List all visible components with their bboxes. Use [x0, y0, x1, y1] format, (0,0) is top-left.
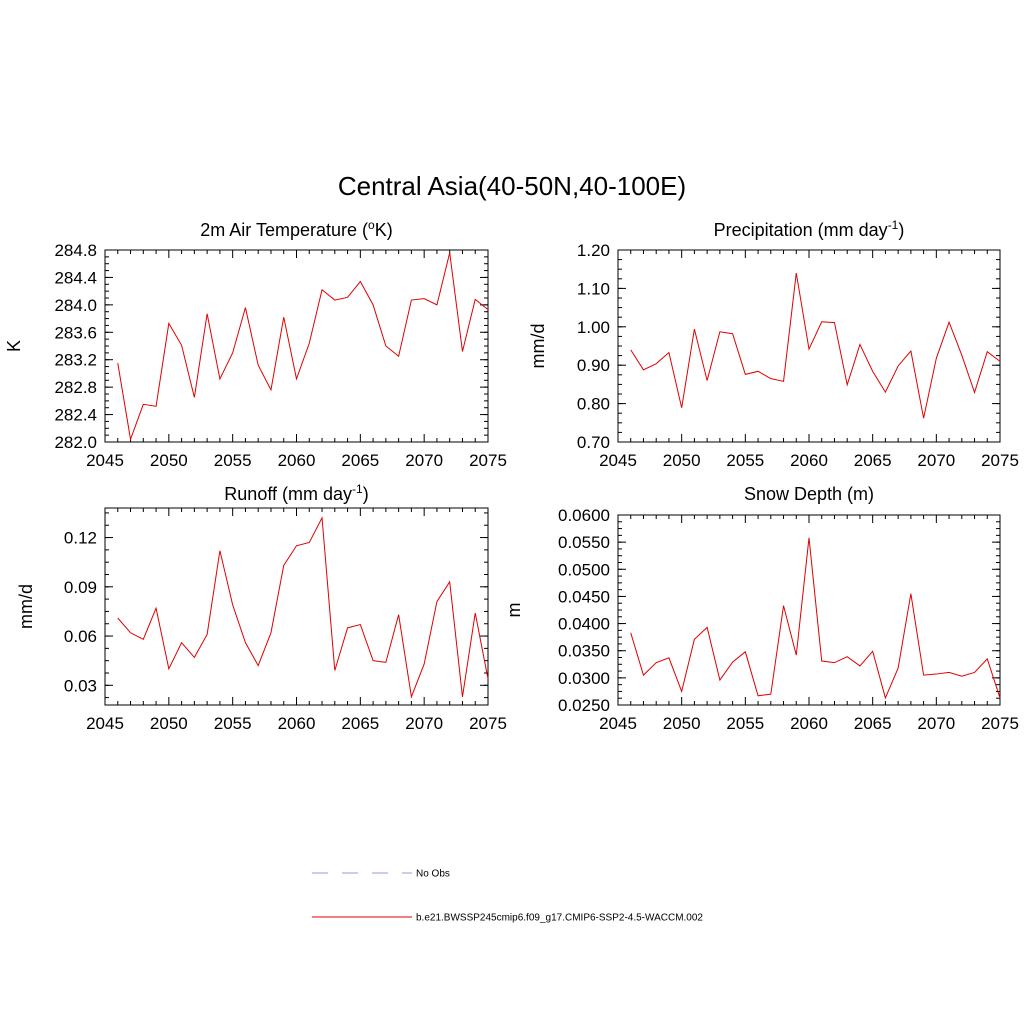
legend-label-no-obs: No Obs	[416, 869, 450, 880]
temperature-ytick-label: 284.0	[54, 296, 97, 315]
snow-depth-plot-frame	[617, 514, 1001, 706]
precipitation-xtick-label: 2055	[726, 451, 764, 470]
runoff-xtick-label: 2055	[214, 714, 252, 733]
snow-depth-ytick-label: 0.0450	[558, 587, 610, 606]
precipitation-ytick-label: 0.70	[577, 433, 610, 452]
snow-depth-ytick-label: 0.0550	[558, 533, 610, 552]
runoff-xtick-label: 2065	[341, 714, 379, 733]
precipitation-xtick-label: 2075	[981, 451, 1019, 470]
snow-depth-xtick-label: 2070	[917, 714, 955, 733]
snow-depth-ytick-label: 0.0350	[558, 642, 610, 661]
runoff-xtick-label: 2050	[150, 714, 188, 733]
temperature-ytick-label: 284.8	[54, 241, 97, 260]
temperature-ytick-label: 282.4	[54, 406, 97, 425]
panel-temperature: 2m Air Temperature (oK) K 2045 2050 2055 2060…	[4, 218, 507, 470]
snow-depth-xtick-label: 2055	[726, 714, 764, 733]
runoff-title: Runoff (mm day-1)	[224, 482, 368, 504]
precipitation-xtick-label: 2065	[854, 451, 892, 470]
temperature-plot-frame	[104, 249, 489, 443]
precipitation-xtick-label: 2050	[663, 451, 701, 470]
temperature-xtick-label: 2070	[405, 451, 443, 470]
temperature-xtick-label: 2045	[86, 451, 124, 470]
main-title: Central Asia(40-50N,40-100E)	[338, 171, 686, 201]
runoff-xtick-label: 2060	[278, 714, 316, 733]
temperature-ylabel: K	[4, 340, 24, 352]
runoff-ytick-label: 0.03	[64, 676, 97, 695]
temperature-xtick-label: 2050	[150, 451, 188, 470]
panel-snow-depth: Snow Depth (m) m 2045 2050 2055 2060 2065 2070 2…	[504, 484, 1019, 733]
snow-depth-ytick-label: 0.0250	[558, 696, 610, 715]
panels: 2m Air Temperature (oK) K 2045 2050 2055 2060…	[4, 218, 1019, 733]
legend: No Obs b.e21.BWSSP245cmip6.f09_g17.CMIP6…	[312, 869, 703, 924]
precipitation-ytick-label: 1.20	[577, 241, 610, 260]
runoff-ytick-label: 0.06	[64, 627, 97, 646]
temperature-ytick-label: 283.2	[54, 351, 97, 370]
panel-runoff: Runoff (mm day-1) mm/d 2045 2050 2055 2060 206…	[16, 482, 507, 733]
precipitation-series-line	[630, 272, 1001, 419]
precipitation-ytick-label: 0.90	[577, 356, 610, 375]
temperature-series-line	[117, 252, 489, 442]
snow-depth-xtick-label: 2050	[663, 714, 701, 733]
snow-depth-ytick-label: 0.0500	[558, 560, 610, 579]
panel-precipitation: Precipitation (mm day-1) mm/d 2045 2050 2055…	[528, 218, 1019, 470]
snow-depth-ytick-label: 0.0600	[558, 506, 610, 525]
temperature-ytick-label: 283.6	[54, 323, 97, 342]
snow-depth-title: Snow Depth (m)	[744, 484, 874, 504]
snow-depth-xtick-label: 2060	[790, 714, 828, 733]
runoff-xtick-label: 2075	[469, 714, 507, 733]
legend-label-model: b.e21.BWSSP245cmip6.f09_g17.CMIP6-SSP2-4…	[416, 913, 703, 924]
runoff-plot-frame	[104, 507, 489, 706]
snow-depth-ytick-label: 0.0400	[558, 615, 610, 634]
runoff-ytick-label: 0.09	[64, 578, 97, 597]
temperature-title: 2m Air Temperature (oK)	[200, 218, 392, 240]
temperature-xtick-label: 2075	[469, 451, 507, 470]
runoff-ytick-label: 0.12	[64, 529, 97, 548]
temperature-xtick-label: 2060	[278, 451, 316, 470]
precipitation-ylabel: mm/d	[528, 324, 548, 369]
temperature-xtick-label: 2055	[214, 451, 252, 470]
precipitation-xtick-label: 2045	[599, 451, 637, 470]
temperature-xtick-label: 2065	[341, 451, 379, 470]
temperature-ytick-label: 282.8	[54, 378, 97, 397]
precipitation-title: Precipitation (mm day-1)	[714, 218, 905, 240]
snow-depth-ytick-label: 0.0300	[558, 669, 610, 688]
snow-depth-ylabel: m	[504, 603, 524, 618]
precipitation-xtick-label: 2070	[917, 451, 955, 470]
runoff-xtick-label: 2070	[405, 714, 443, 733]
precipitation-xtick-label: 2060	[790, 451, 828, 470]
precipitation-plot-frame	[617, 249, 1001, 443]
runoff-ylabel: mm/d	[16, 584, 36, 629]
temperature-ytick-label: 284.4	[54, 268, 97, 287]
snow-depth-xtick-label: 2065	[854, 714, 892, 733]
snow-depth-series-line	[630, 537, 1001, 700]
temperature-ytick-label: 282.0	[54, 433, 97, 452]
runoff-series-line	[117, 516, 489, 699]
runoff-xtick-label: 2045	[86, 714, 124, 733]
snow-depth-xtick-label: 2075	[981, 714, 1019, 733]
precipitation-ytick-label: 0.80	[577, 395, 610, 414]
snow-depth-xtick-label: 2045	[599, 714, 637, 733]
precipitation-ytick-label: 1.10	[577, 279, 610, 298]
precipitation-ytick-label: 1.00	[577, 318, 610, 337]
